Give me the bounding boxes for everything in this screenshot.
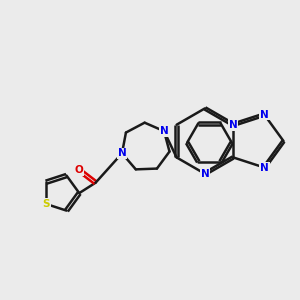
- Text: N: N: [160, 126, 168, 136]
- Text: N: N: [118, 148, 126, 158]
- Text: N: N: [229, 120, 238, 130]
- Text: S: S: [42, 199, 50, 209]
- Text: N: N: [260, 163, 269, 172]
- Text: O: O: [75, 165, 84, 175]
- Text: N: N: [260, 110, 269, 120]
- Text: N: N: [200, 169, 209, 179]
